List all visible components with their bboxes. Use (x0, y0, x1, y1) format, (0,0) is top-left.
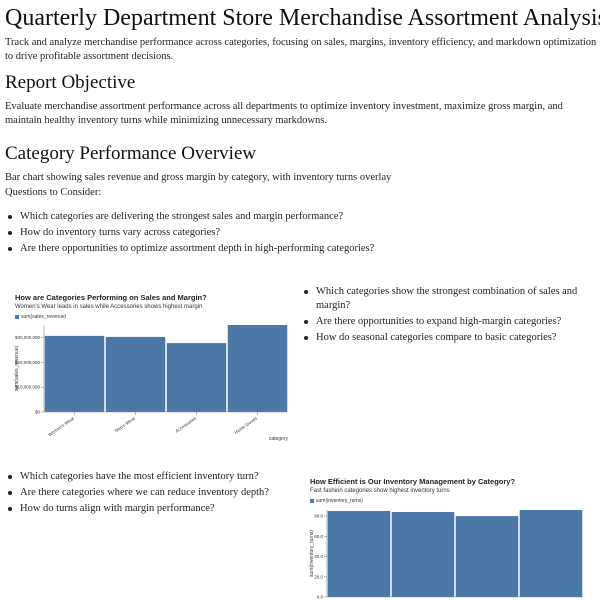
bar (327, 511, 391, 597)
objective-text: Evaluate merchandise assortment performa… (5, 101, 563, 126)
chart2: 0.0 20.0 40.0 60.0 80.0 sum(inventory_turns) (309, 510, 583, 600)
y-tick-label: 40.0 (314, 554, 323, 559)
list-item: How do inventory turns vary across categ… (5, 226, 565, 240)
list-item: Are there categories where we can reduce… (5, 486, 295, 500)
chart1-legend: sum(sales_revenue) (15, 314, 66, 320)
page-intro: Track and analyze merchandise performanc… (5, 37, 597, 62)
section-description: Bar chart showing sales revenue and gros… (5, 172, 392, 183)
bar (455, 516, 519, 597)
x-tick-label: Accessories (174, 415, 197, 433)
x-tick-label: Home Goods (233, 415, 258, 435)
x-axis-label: category (269, 436, 289, 442)
chart2-subtitle: Fast fashion categories show highest inv… (310, 488, 450, 494)
bar (227, 325, 288, 412)
chart1-legend-label: sum(sales_revenue) (21, 314, 67, 320)
y-tick-label: $10,000,000 (15, 385, 41, 390)
y-tick-label: $0 (35, 410, 41, 415)
chart1-title: How are Categories Performing on Sales a… (15, 293, 207, 302)
y-axis-label: sum(sales_revenue) (14, 346, 20, 392)
legend-swatch (15, 314, 19, 319)
y-tick-label: $20,000,000 (15, 360, 41, 365)
legend-swatch (310, 498, 314, 503)
chart1: $0 $10,000,000 $20,000,000 $30,000,000 sum(s… (14, 325, 289, 442)
list-item: Which categories are delivering the stro… (5, 210, 565, 224)
y-tick-label: $30,000,000 (15, 335, 41, 340)
bar (166, 343, 227, 412)
block1-questions: Which categories show the strongest comb… (301, 285, 591, 347)
objective-heading: Report Objective (5, 72, 136, 93)
section-questions: Which categories are delivering the stro… (5, 210, 565, 258)
x-tick-label: Men's Wear (114, 415, 137, 433)
page-title: Quarterly Department Store Merchandise A… (5, 5, 600, 31)
chart2-legend: sum(inventory_turns) (310, 498, 363, 504)
y-tick-label: 0.0 (317, 595, 324, 600)
bar (105, 336, 166, 412)
list-item: How do seasonal categories compare to ba… (301, 331, 591, 345)
chart1-subtitle: Women's Wear leads in sales while Access… (15, 304, 203, 310)
y-tick-label: 80.0 (314, 514, 323, 519)
questions-label: Questions to Consider: (5, 187, 102, 198)
list-item: Which categories show the strongest comb… (301, 285, 591, 312)
list-item: How do turns align with margin performan… (5, 502, 295, 516)
bar (519, 510, 583, 597)
block2-questions: Which categories have the most efficient… (5, 470, 295, 518)
y-tick-label: 20.0 (314, 574, 323, 579)
y-tick-label: 60.0 (314, 534, 323, 539)
y-axis-label: sum(inventory_turns) (309, 530, 315, 577)
section-heading: Category Performance Overview (5, 143, 257, 164)
chart2-title: How Efficient is Our Inventory Managemen… (310, 477, 516, 486)
bar (44, 335, 105, 412)
bar (391, 512, 455, 597)
list-item: Are there opportunities to expand high-m… (301, 315, 591, 329)
list-item: Which categories have the most efficient… (5, 470, 295, 484)
x-tick-label: Women's Wear (47, 415, 75, 437)
list-item: Are there opportunities to optimize asso… (5, 242, 565, 256)
chart2-legend-label: sum(inventory_turns) (316, 498, 363, 504)
